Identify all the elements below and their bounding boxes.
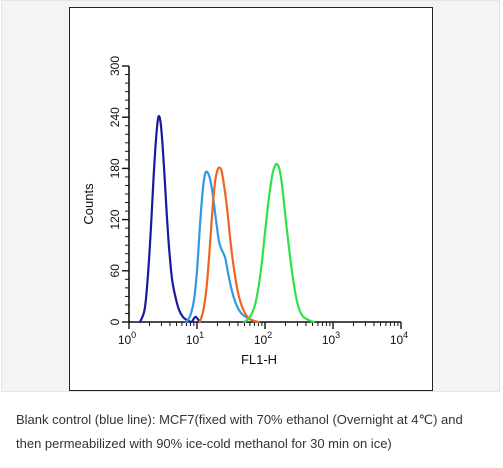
y-tick-label: 300 [108,56,122,76]
y-tick-label: 0 [108,318,122,325]
y-axis-label: Counts [81,183,96,225]
caption-line-1: Blank control (blue line): MCF7(fixed wi… [16,412,463,427]
y-tick-label: 240 [108,107,122,127]
histogram-chart: 0 60 120 180 240 300 100 101 102 103 104 FL1-H Count… [81,56,408,367]
series-line-4 [243,162,315,324]
figure-caption: Blank control (blue line): MCF7(fixed wi… [16,408,492,456]
caption-line-2: then permeabilized with 90% ice-cold met… [16,436,392,451]
x-axis-label: FL1-H [241,352,277,367]
series-line-2 [185,170,258,324]
flow-cytometry-figure: 0 60 120 180 240 300 100 101 102 103 104 FL1-H Count… [69,7,433,391]
x-tick-label: 102 [254,330,272,347]
y-tick-label: 180 [108,158,122,178]
series-line-3 [198,166,260,324]
y-tick-label: 120 [108,209,122,229]
y-tick-label: 60 [108,264,122,278]
x-tick-label: 104 [390,330,408,347]
x-tick-label: 100 [118,330,136,347]
x-tick-label: 101 [186,330,204,347]
x-tick-label: 103 [322,330,340,347]
figure-frame: 0 60 120 180 240 300 100 101 102 103 104 FL1-H Count… [1,0,500,392]
series-line-1 [138,114,201,324]
